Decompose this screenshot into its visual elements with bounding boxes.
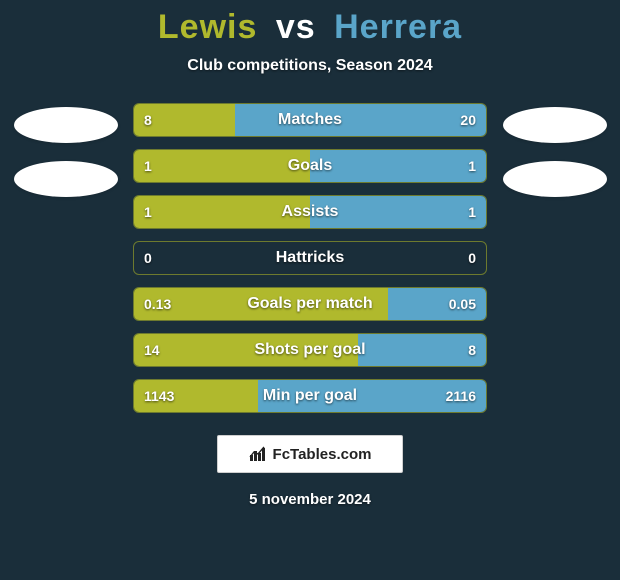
stat-fill-right	[358, 334, 486, 366]
stat-fill-right	[235, 104, 486, 136]
stat-value-right: 8	[468, 334, 476, 366]
avatar-col-right	[497, 103, 612, 197]
subtitle: Club competitions, Season 2024	[0, 57, 620, 75]
stat-value-left: 0	[144, 242, 152, 274]
stat-row: Matches820	[133, 103, 487, 137]
stat-row: Goals per match0.130.05	[133, 287, 487, 321]
stat-value-right: 0	[468, 242, 476, 274]
player2-avatar	[503, 107, 607, 143]
stat-value-right: 1	[468, 150, 476, 182]
chart-icon	[249, 445, 267, 463]
stat-fill-left	[134, 150, 310, 182]
stat-value-left: 1	[144, 196, 152, 228]
stat-value-left: 0.13	[144, 288, 171, 320]
comparison-card: Lewis vs Herrera Club competitions, Seas…	[0, 0, 620, 580]
stat-value-left: 14	[144, 334, 160, 366]
stat-fill-right	[310, 196, 486, 228]
footer-brand-badge: FcTables.com	[217, 435, 403, 473]
title-player1: Lewis	[158, 8, 257, 46]
title-vs: vs	[276, 8, 316, 46]
stat-value-right: 1	[468, 196, 476, 228]
player1-avatar	[14, 107, 118, 143]
footer-date: 5 november 2024	[0, 491, 620, 508]
stat-value-right: 2116	[446, 380, 476, 412]
stat-row: Min per goal11432116	[133, 379, 487, 413]
stat-fill-left	[134, 288, 388, 320]
main-row: Matches820Goals11Assists11Hattricks00Goa…	[0, 103, 620, 413]
stat-label: Hattricks	[134, 242, 486, 274]
stat-value-left: 1143	[144, 380, 174, 412]
stat-value-right: 0.05	[449, 288, 476, 320]
stat-fill-left	[134, 196, 310, 228]
stats-column: Matches820Goals11Assists11Hattricks00Goa…	[123, 103, 497, 413]
stat-row: Hattricks0 0	[133, 241, 487, 275]
avatar-col-left	[8, 103, 123, 197]
stat-row: Goals11	[133, 149, 487, 183]
stat-row: Assists11	[133, 195, 487, 229]
player2-club-avatar	[503, 161, 607, 197]
player1-club-avatar	[14, 161, 118, 197]
stat-fill-left	[134, 334, 358, 366]
stat-value-right: 20	[460, 104, 476, 136]
stat-value-left: 8	[144, 104, 152, 136]
title-player2: Herrera	[334, 8, 462, 46]
page-title: Lewis vs Herrera	[0, 8, 620, 47]
stat-value-left: 1	[144, 150, 152, 182]
stat-row: Shots per goal148	[133, 333, 487, 367]
stat-fill-right	[310, 150, 486, 182]
footer-brand-text: FcTables.com	[273, 446, 372, 463]
